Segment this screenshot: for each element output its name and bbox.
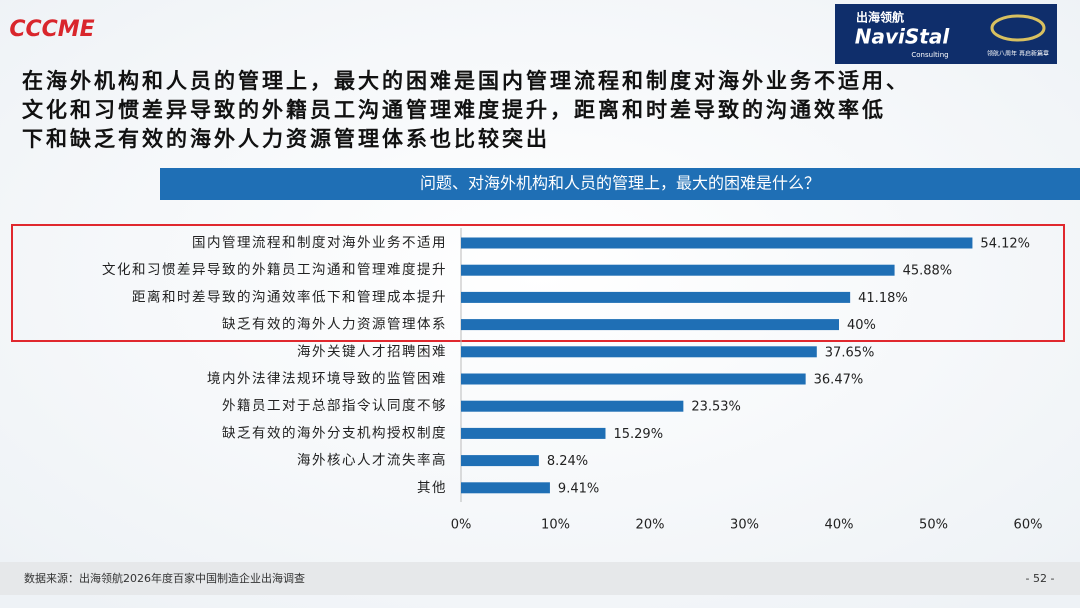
question-bar [160, 168, 1080, 200]
logo-right-tag: 领航八周年 再启新篇章 [987, 50, 1049, 58]
bar [461, 237, 973, 249]
bar [461, 346, 817, 358]
value-label: 40% [847, 318, 876, 333]
value-label: 54.12% [980, 237, 1030, 252]
y-tick-label: 海外关键人才招聘困难 [297, 344, 447, 360]
value-label: 8.24% [547, 454, 588, 469]
headline-line: 下和缺乏有效的海外人力资源管理体系也比较突出 [22, 127, 550, 151]
x-tick-label: 20% [636, 518, 665, 533]
headline: 在海外机构和人员的管理上，最大的困难是国内管理流程和制度对海外业务不适用、文化和… [22, 69, 910, 151]
y-tick-label: 缺乏有效的海外人力资源管理体系 [222, 317, 447, 333]
headline-line: 在海外机构和人员的管理上，最大的困难是国内管理流程和制度对海外业务不适用、 [22, 69, 910, 93]
y-tick-label: 文化和习惯差异导致的外籍员工沟通和管理难度提升 [102, 261, 447, 278]
logo-right-box [835, 4, 1057, 64]
x-tick-label: 40% [825, 518, 854, 533]
value-label: 45.88% [903, 264, 953, 279]
footer-source: 数据来源：出海领航2026年度百家中国制造企业出海调查 [24, 571, 305, 585]
chart-title: 问题、对海外机构和人员的管理上，最大的困难是什么？ [420, 174, 820, 193]
value-label: 15.29% [613, 427, 663, 442]
x-tick-label: 10% [541, 518, 570, 533]
bar [461, 373, 806, 385]
logo-mark [990, 14, 1046, 42]
y-tick-label: 海外核心人才流失率高 [297, 452, 447, 469]
value-label: 23.53% [691, 400, 741, 415]
page-number: - 52 - [1026, 572, 1055, 585]
y-tick-label: 外籍员工对于总部指令认同度不够 [222, 397, 447, 414]
x-tick-label: 0% [451, 518, 472, 533]
footer-band [0, 562, 1080, 595]
y-tick-label: 国内管理流程和制度对海外业务不适用 [192, 235, 447, 251]
headline-line: 文化和习惯差异导致的外籍员工沟通管理难度提升，距离和时差导致的沟通效率低 [22, 98, 886, 122]
x-tick-label: 50% [919, 518, 948, 533]
x-tick-label: 30% [730, 518, 759, 533]
y-tick-label: 境内外法律法规环境导致的监管困难 [207, 371, 447, 387]
value-label: 9.41% [558, 481, 599, 496]
logo-right-sub: Consulting [911, 51, 948, 59]
y-tick-label: 其他 [417, 480, 447, 496]
value-label: 41.18% [858, 291, 908, 306]
y-tick-label: 缺乏有效的海外分支机构授权制度 [222, 424, 447, 441]
bar [461, 400, 684, 412]
y-tick-label: 距离和时差导致的沟通效率低下和管理成本提升 [132, 288, 447, 305]
bar [461, 291, 851, 303]
bar [461, 455, 539, 467]
bar [461, 482, 550, 494]
value-label: 36.47% [814, 373, 864, 388]
highlight-box [11, 224, 1065, 342]
bar [461, 319, 839, 331]
logo-left: CCCME [9, 17, 94, 42]
x-tick-label: 60% [1014, 518, 1043, 533]
chart: 0% 10% 20% 30% 40% 50% 60% 国内管理流程和制度对海外业务不适用 54.… [102, 228, 1042, 533]
bar [461, 427, 606, 439]
logo-right: NaviStal [855, 25, 951, 49]
logo-right-cn: 出海领航 [856, 10, 904, 25]
bar [461, 264, 895, 276]
value-label: 37.65% [825, 345, 875, 360]
